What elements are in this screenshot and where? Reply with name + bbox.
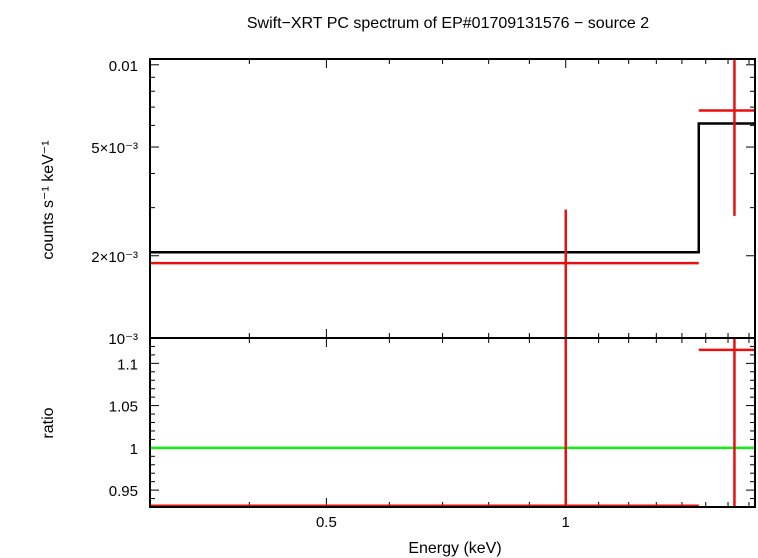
spectrum-y-tick-label: 2×10⁻³ — [91, 249, 138, 266]
chart-title: Swift−XRT PC spectrum of EP#01709131576 … — [247, 15, 649, 32]
spectrum-y-tick-label: 0.01 — [109, 58, 138, 75]
spectrum-y-axis-label: counts s⁻¹ keV⁻¹ — [40, 140, 57, 259]
x-tick-label: 1 — [562, 514, 570, 531]
ratio-y-tick-label: 1.05 — [109, 399, 138, 416]
spectrum-panel-frame — [149, 58, 756, 339]
x-axis-label: Energy (keV) — [408, 540, 501, 557]
ratio-y-tick-label: 1 — [130, 441, 138, 458]
ratio-y-tick-label: 1.1 — [117, 356, 138, 373]
ratio-panel-frame — [149, 337, 756, 508]
model-step-line — [150, 122, 755, 254]
spectrum-y-tick-label: 5×10⁻³ — [91, 140, 138, 157]
spectrum-y-tick-label: 10⁻³ — [108, 331, 138, 348]
ratio-y-tick-label: 0.95 — [109, 483, 138, 500]
data-layer — [150, 59, 755, 507]
ratio-y-axis-label: ratio — [40, 407, 57, 438]
tick-layer: 0.01 5×10⁻³ 2×10⁻³ 10⁻³ 0.5 1 1.1 1.05 1 0.95 — [91, 58, 755, 531]
frame-layer — [149, 58, 756, 508]
x-tick-label: 0.5 — [316, 514, 337, 531]
